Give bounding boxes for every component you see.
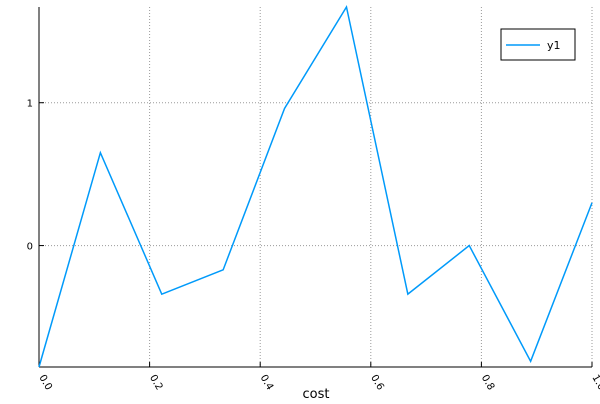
y-tick-label: 0: [27, 242, 33, 253]
series-lines: [39, 7, 592, 367]
x-tick-label: 1.0: [589, 373, 600, 392]
series-line-y1: [39, 7, 592, 367]
x-tick-label: 0.2: [147, 373, 164, 392]
x-tick-label: 0.4: [258, 373, 275, 392]
x-tick-label: 0.0: [36, 373, 53, 392]
y-tick-label: 1: [27, 99, 33, 110]
x-axis-label: cost: [303, 387, 330, 400]
legend: y1: [501, 29, 575, 60]
x-tick-label: 0.6: [368, 373, 385, 392]
grid-lines: [39, 7, 592, 367]
axes: [39, 7, 592, 367]
legend-label-y1: y1: [547, 39, 561, 52]
x-tick-label: 0.8: [479, 373, 496, 392]
